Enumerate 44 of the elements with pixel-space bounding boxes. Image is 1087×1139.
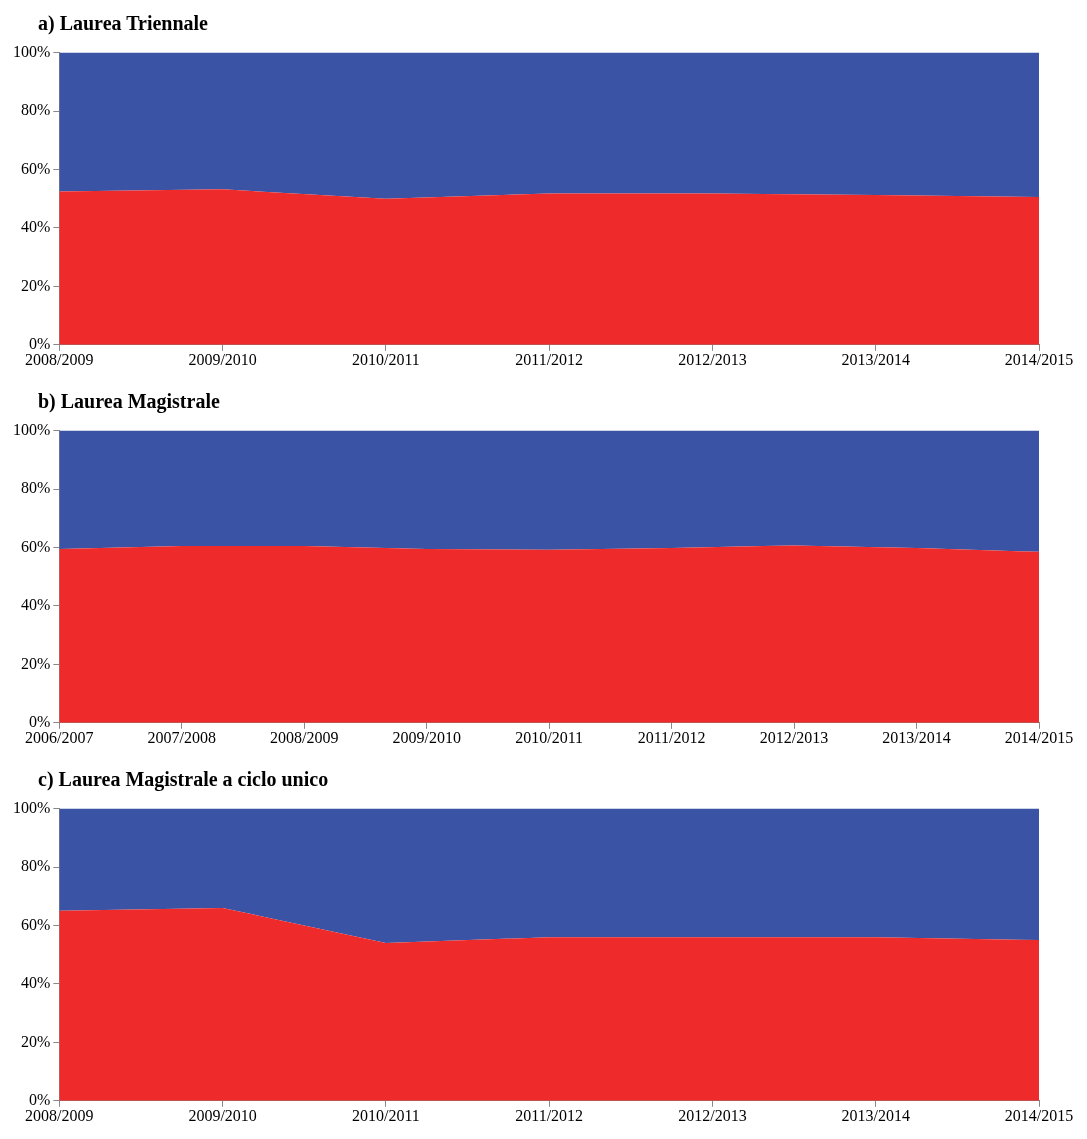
- x-tick-label: 2009/2010: [188, 1106, 257, 1124]
- x-tick-label: 2010/2011: [351, 350, 420, 368]
- y-tick-label: 0%: [29, 1091, 51, 1108]
- chart-title: c) Laurea Magistrale a ciclo unico: [38, 768, 329, 791]
- x-tick-label: 2014/2015: [1004, 1106, 1074, 1124]
- y-tick-label: 60%: [21, 915, 51, 933]
- chart-title: b) Laurea Magistrale: [38, 390, 220, 413]
- y-tick-label: 0%: [29, 713, 51, 730]
- y-tick-label: 60%: [21, 159, 51, 177]
- y-tick-label: 100%: [13, 42, 51, 60]
- x-tick-label: 2008/2009: [270, 728, 339, 746]
- x-tick-label: 2010/2011: [351, 1106, 420, 1124]
- x-tick-label: 2010/2011: [515, 728, 584, 746]
- x-tick-label: 2014/2015: [1004, 728, 1074, 746]
- x-tick-label: 2011/2012: [637, 728, 706, 746]
- x-tick-label: 2009/2010: [392, 728, 461, 746]
- y-tick-label: 100%: [13, 798, 51, 816]
- x-tick-label: 2013/2014: [841, 1106, 910, 1124]
- chart-title: a) Laurea Triennale: [38, 12, 208, 35]
- x-tick-label: 2008/2009: [25, 350, 94, 368]
- x-tick-label: 2012/2013: [678, 1106, 747, 1124]
- y-tick-label: 40%: [21, 974, 51, 992]
- y-tick-label: 40%: [21, 596, 51, 614]
- x-tick-label: 2006/2007: [25, 728, 94, 746]
- y-tick-label: 0%: [29, 335, 51, 352]
- y-tick-label: 80%: [21, 857, 51, 875]
- y-tick-label: 80%: [21, 479, 51, 497]
- y-tick-label: 20%: [21, 654, 51, 672]
- x-tick-label: 2014/2015: [1004, 350, 1074, 368]
- y-tick-label: 20%: [21, 276, 51, 294]
- x-tick-label: 2007/2008: [147, 728, 217, 746]
- y-tick-label: 80%: [21, 101, 51, 119]
- x-tick-label: 2012/2013: [759, 728, 829, 746]
- y-tick-label: 60%: [21, 537, 51, 555]
- x-tick-label: 2011/2012: [515, 1106, 584, 1124]
- x-tick-label: 2008/2009: [25, 1106, 94, 1124]
- x-tick-label: 2011/2012: [515, 350, 584, 368]
- x-tick-label: 2013/2014: [882, 728, 951, 746]
- y-tick-label: 20%: [21, 1032, 51, 1050]
- x-tick-label: 2013/2014: [841, 350, 910, 368]
- y-tick-label: 40%: [21, 218, 51, 236]
- y-tick-label: 100%: [13, 420, 51, 438]
- x-tick-label: 2012/2013: [678, 350, 747, 368]
- x-tick-label: 2009/2010: [188, 350, 257, 368]
